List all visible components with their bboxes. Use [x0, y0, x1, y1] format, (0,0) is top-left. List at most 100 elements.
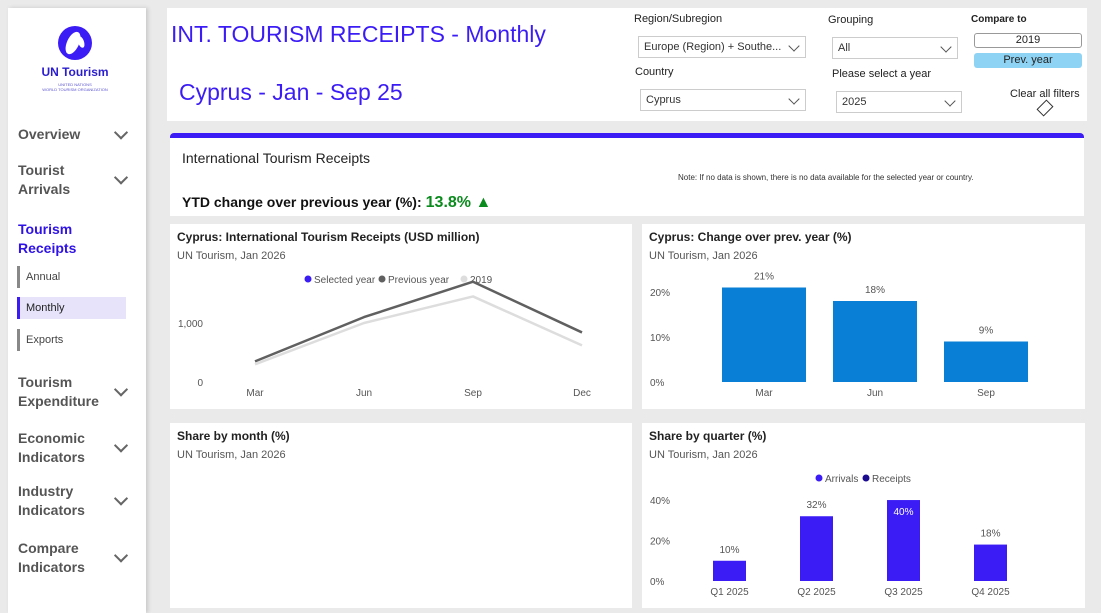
- page-title: INT. TOURISM RECEIPTS - Monthly: [171, 21, 546, 47]
- summary-panel: International Tourism Receipts Note: If …: [170, 138, 1084, 216]
- subnav-label: Annual: [26, 271, 61, 283]
- ytd-value: 13.8% ▲: [425, 194, 492, 211]
- nav-item-tourist-arrivals[interactable]: Tourist Arrivals: [18, 161, 136, 199]
- subnav-exports[interactable]: Exports: [17, 329, 126, 351]
- y-tick-label: 0%: [650, 378, 665, 389]
- quarter-bar-chart[interactable]: Arrivals Receipts 0% 20% 40% 10% Q1 2025 32% Q2 …: [642, 423, 1085, 608]
- nav-item-compare-indicators[interactable]: Compare Indicators: [18, 539, 136, 577]
- chevron-down-icon: [788, 40, 800, 52]
- card-title: Share by quarter (%): [649, 429, 767, 443]
- region-value: Europe (Region) + Southe...: [644, 41, 782, 53]
- ytd-label: YTD change over previous year (%):: [182, 194, 422, 210]
- nav-label: Compare: [18, 540, 79, 556]
- bar: [800, 516, 833, 581]
- compare-label: Compare to: [971, 14, 1027, 25]
- nav-label: Expenditure: [18, 393, 99, 409]
- subnav-monthly[interactable]: Monthly: [17, 297, 126, 319]
- change-bar-card: Cyprus: Change over prev. year (%) UN To…: [642, 224, 1085, 409]
- bar-value-label: 21%: [754, 272, 774, 283]
- grouping-value: All: [838, 42, 851, 54]
- un-tourism-logo[interactable]: UN Tourism UNITED NATIONS WORLD TOURISM …: [8, 26, 142, 92]
- y-tick-label: 1,000: [178, 319, 203, 330]
- x-tick-label: Sep: [977, 388, 995, 399]
- legend-label: Arrivals: [825, 474, 858, 485]
- bar: [887, 500, 920, 581]
- subnav-annual[interactable]: Annual: [17, 266, 126, 288]
- legend-marker: [304, 275, 312, 283]
- legend-marker: [815, 474, 823, 482]
- bar-value-label: 18%: [980, 529, 1000, 540]
- summary-accent-bar: [170, 133, 1084, 139]
- card-title: Share by month (%): [177, 429, 290, 443]
- x-tick-label: Q2 2025: [797, 587, 836, 598]
- legend-label: 2019: [470, 275, 493, 286]
- clear-filters-link[interactable]: Clear all filters: [1010, 88, 1080, 100]
- bar: [944, 341, 1028, 382]
- nav-label: Industry: [18, 483, 74, 499]
- y-tick-label: 40%: [650, 496, 670, 507]
- legend-marker: [378, 275, 386, 283]
- logo-name: UN Tourism: [41, 65, 109, 79]
- receipts-line-chart[interactable]: Selected year Previous year 2019 0 1,000 Mar J…: [170, 224, 632, 409]
- x-tick-label: Jun: [867, 388, 883, 399]
- nav-label: Economic: [18, 430, 85, 446]
- country-dropdown[interactable]: Cyprus: [640, 89, 806, 111]
- legend-marker: [460, 275, 468, 283]
- bar: [974, 544, 1007, 581]
- nav-item-economic-indicators[interactable]: Economic Indicators: [18, 429, 136, 467]
- year-dropdown[interactable]: 2025: [836, 91, 962, 113]
- nav-label: Receipts: [18, 240, 77, 256]
- nav-item-industry-indicators[interactable]: Industry Indicators: [18, 482, 136, 520]
- bar: [833, 301, 917, 382]
- card-title: Cyprus: International Tourism Receipts (…: [177, 230, 480, 244]
- legend-label: Previous year: [388, 275, 450, 286]
- chevron-down-icon: [788, 93, 800, 105]
- chevron-down-icon: [944, 95, 956, 107]
- summary-title: International Tourism Receipts: [182, 150, 371, 166]
- nav-label: Overview: [18, 126, 81, 142]
- card-subtitle: UN Tourism, Jan 2026: [649, 449, 758, 461]
- sidebar: UN Tourism UNITED NATIONS WORLD TOURISM …: [8, 8, 146, 613]
- y-tick-label: 20%: [650, 537, 670, 548]
- chevron-down-icon: [940, 41, 952, 53]
- x-tick-label: Q3 2025: [884, 587, 923, 598]
- x-tick-label: Sep: [464, 388, 482, 399]
- nav-label: Indicators: [18, 502, 85, 518]
- grouping-dropdown[interactable]: All: [832, 37, 958, 59]
- year-label: Please select a year: [832, 68, 932, 80]
- bar-value-label: 9%: [979, 326, 994, 337]
- nav-label: Arrivals: [18, 181, 71, 197]
- chevron-down-icon: [113, 124, 129, 140]
- country-label: Country: [635, 66, 674, 78]
- header-panel: INT. TOURISM RECEIPTS - Monthly Cyprus -…: [167, 8, 1087, 121]
- compare-year-input[interactable]: 2019: [974, 33, 1082, 48]
- no-data-note: Note: If no data is shown, there is no d…: [678, 173, 974, 182]
- bar-value-label: 32%: [806, 500, 826, 511]
- series-line-2019: [254, 295, 583, 366]
- country-value: Cyprus: [646, 94, 681, 106]
- year-value: 2025: [842, 96, 867, 108]
- nav-item-tourism-receipts[interactable]: Tourism Receipts: [18, 220, 136, 258]
- change-bar-chart[interactable]: 0% 10% 20% 21% Mar 18% Jun 9% Sep: [642, 224, 1085, 409]
- card-title: Cyprus: Change over prev. year (%): [649, 230, 852, 244]
- y-tick-label: 10%: [650, 333, 670, 344]
- ytd-change: YTD change over previous year (%): 13.8% …: [182, 194, 491, 212]
- y-tick-label: 0%: [650, 577, 665, 588]
- eraser-icon[interactable]: [1036, 99, 1054, 117]
- prev-year-button[interactable]: Prev. year: [974, 53, 1082, 68]
- nav-item-overview[interactable]: Overview: [18, 124, 136, 144]
- region-label: Region/Subregion: [634, 13, 723, 25]
- y-tick-label: 20%: [650, 288, 670, 299]
- y-tick-label: 0: [197, 378, 203, 389]
- card-subtitle: UN Tourism, Jan 2026: [177, 449, 286, 461]
- card-subtitle: UN Tourism, Jan 2026: [649, 250, 758, 262]
- x-tick-label: Mar: [246, 388, 264, 399]
- nav-item-tourism-expenditure[interactable]: Tourism Expenditure: [18, 373, 136, 411]
- logo-subtitle: UNITED NATIONS WORLD TOURISM ORGANIZATIO…: [8, 82, 142, 92]
- legend-label: Selected year: [314, 275, 376, 286]
- receipts-line-card: Cyprus: International Tourism Receipts (…: [170, 224, 632, 409]
- legend-label: Receipts: [872, 474, 911, 485]
- x-tick-label: Q1 2025: [710, 587, 749, 598]
- region-dropdown[interactable]: Europe (Region) + Southe...: [638, 36, 806, 58]
- nav-label: Indicators: [18, 559, 85, 575]
